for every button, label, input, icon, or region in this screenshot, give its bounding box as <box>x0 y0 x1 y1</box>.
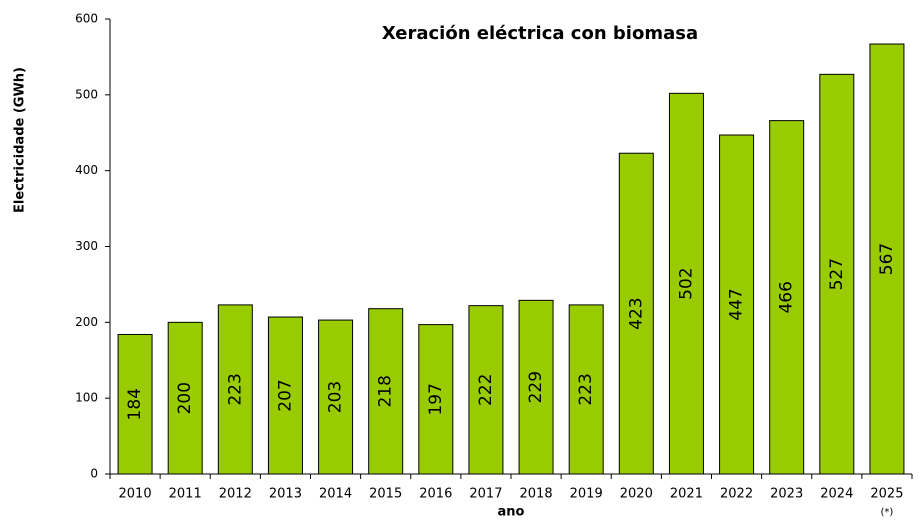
x-tick-label: 2022 <box>720 487 753 502</box>
x-tick-label: 2012 <box>219 487 252 502</box>
bar <box>368 308 404 475</box>
value-label: 184 <box>125 388 145 420</box>
value-label: 222 <box>476 374 496 406</box>
x-tick-label: 2013 <box>269 487 302 502</box>
bar <box>518 299 554 475</box>
y-axis-title: Electricidade (GWh) <box>13 67 28 213</box>
bar <box>318 319 354 475</box>
annotation: (*) <box>881 507 894 518</box>
value-label: 223 <box>576 373 596 405</box>
x-tick-label: 2025 <box>870 487 903 502</box>
x-tick-label: 2010 <box>119 487 152 502</box>
x-tick-label: 2017 <box>469 487 502 502</box>
x-tick-label: 2011 <box>169 487 202 502</box>
bar <box>769 120 805 475</box>
bar <box>267 316 303 475</box>
bar <box>217 304 253 475</box>
x-tick-label: 2024 <box>820 487 853 502</box>
x-tick-label: 2018 <box>520 487 553 502</box>
bar <box>468 305 504 475</box>
bar <box>568 304 604 475</box>
x-tick-label: 2023 <box>770 487 803 502</box>
value-label: 203 <box>326 381 346 413</box>
bar <box>819 73 855 475</box>
y-tick-label: 600 <box>75 12 98 26</box>
y-tick-label: 0 <box>90 467 98 481</box>
bar <box>869 43 905 475</box>
value-label: 197 <box>426 383 446 415</box>
x-tick-label: 2020 <box>620 487 653 502</box>
value-label: 447 <box>727 288 747 320</box>
bar <box>117 333 153 475</box>
bar <box>719 134 755 475</box>
x-tick-label: 2019 <box>570 487 603 502</box>
value-label: 527 <box>827 258 847 290</box>
value-label: 567 <box>877 243 897 275</box>
bar <box>167 321 203 475</box>
bar <box>668 92 704 475</box>
value-label: 223 <box>225 373 245 405</box>
y-tick-label: 500 <box>75 87 98 101</box>
value-label: 207 <box>275 379 295 411</box>
y-tick-label: 200 <box>75 315 98 329</box>
x-tick-label: 2016 <box>419 487 452 502</box>
y-tick-label: 300 <box>75 239 98 253</box>
value-label: 218 <box>376 375 396 407</box>
value-label: 502 <box>676 267 696 299</box>
y-tick-label: 400 <box>75 163 98 177</box>
x-tick-label: 2021 <box>670 487 703 502</box>
x-axis-title: ano <box>498 505 525 520</box>
x-tick-label: 2014 <box>319 487 352 502</box>
value-label: 466 <box>777 281 797 313</box>
y-tick-label: 100 <box>75 391 98 405</box>
bar <box>618 152 654 475</box>
value-label: 229 <box>526 371 546 403</box>
x-tick-label: 2015 <box>369 487 402 502</box>
bar <box>418 324 454 475</box>
chart-title: Xeración eléctrica con biomasa <box>382 23 698 44</box>
value-label: 200 <box>175 382 195 414</box>
value-label: 423 <box>626 297 646 329</box>
